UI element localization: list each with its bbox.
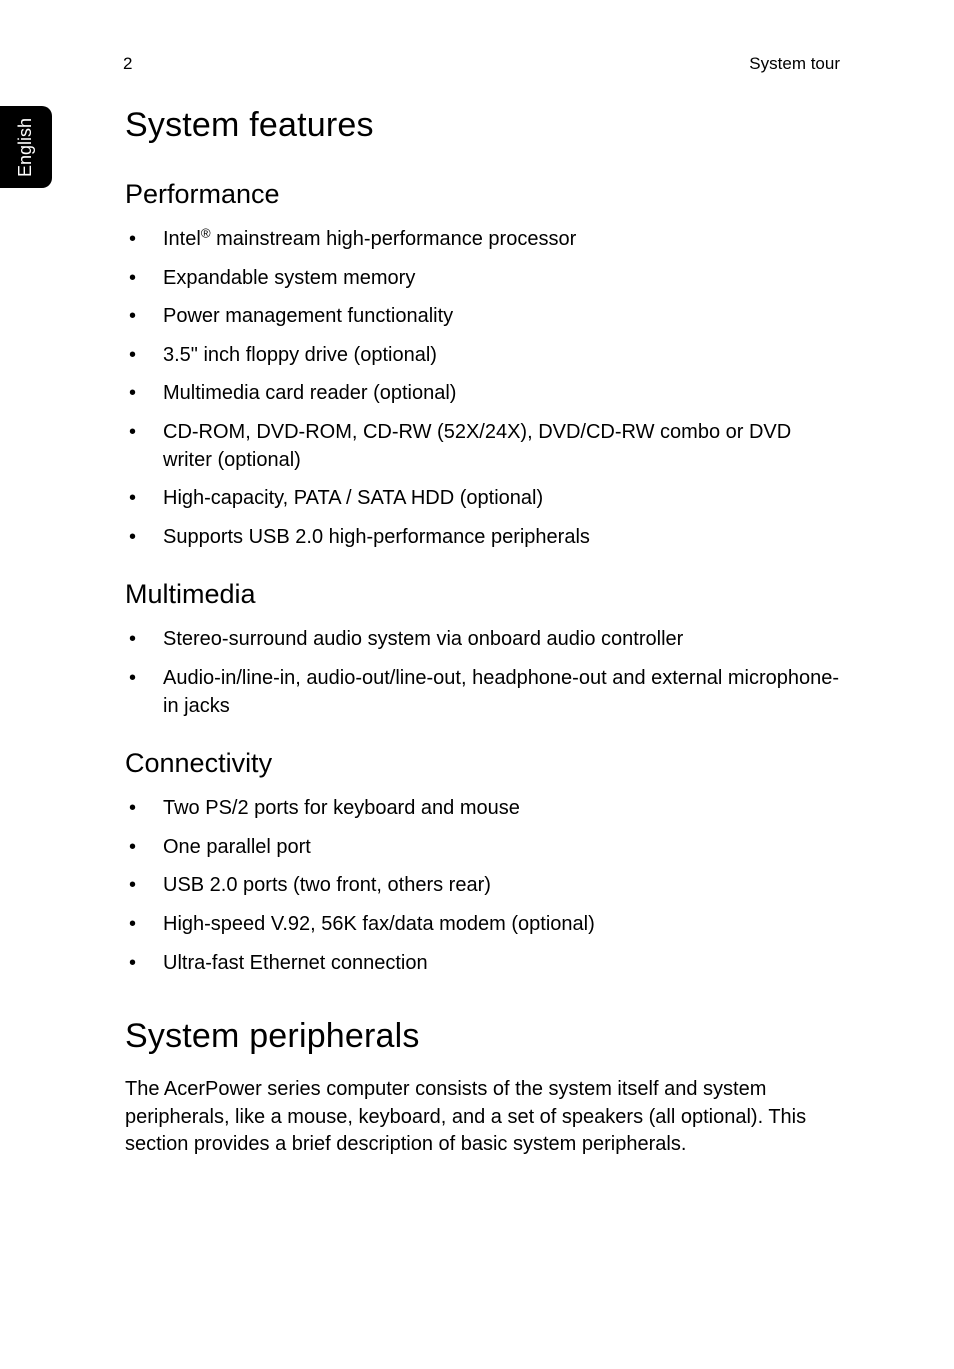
list-item: Power management functionality	[125, 303, 845, 331]
connectivity-list: Two PS/2 ports for keyboard and mouse On…	[125, 795, 845, 977]
list-item: Expandable system memory	[125, 265, 845, 293]
list-item: Stereo-surround audio system via onboard…	[125, 626, 845, 654]
list-item: High-capacity, PATA / SATA HDD (optional…	[125, 485, 845, 513]
subheading-performance: Performance	[125, 179, 845, 210]
list-item: Audio-in/line-in, audio-out/line-out, he…	[125, 665, 845, 720]
subheading-multimedia: Multimedia	[125, 579, 845, 610]
list-item: CD-ROM, DVD-ROM, CD-RW (52X/24X), DVD/CD…	[125, 419, 845, 474]
content-area: System features Performance Intel® mains…	[125, 106, 845, 1159]
list-item: Ultra-fast Ethernet connection	[125, 950, 845, 978]
language-tab-label: English	[16, 117, 37, 176]
heading-system-peripherals: System peripherals	[125, 1017, 845, 1056]
performance-list: Intel® mainstream high-performance proce…	[125, 226, 845, 551]
header-section: System tour	[749, 54, 840, 74]
multimedia-list: Stereo-surround audio system via onboard…	[125, 626, 845, 720]
list-item: Supports USB 2.0 high-performance periph…	[125, 524, 845, 552]
list-item: 3.5" inch floppy drive (optional)	[125, 342, 845, 370]
language-tab: English	[0, 106, 52, 188]
list-item: Two PS/2 ports for keyboard and mouse	[125, 795, 845, 823]
subheading-connectivity: Connectivity	[125, 748, 845, 779]
heading-system-features: System features	[125, 106, 845, 145]
page-number: 2	[123, 54, 132, 74]
list-item: USB 2.0 ports (two front, others rear)	[125, 872, 845, 900]
peripherals-paragraph: The AcerPower series computer consists o…	[125, 1076, 845, 1159]
list-item: High-speed V.92, 56K fax/data modem (opt…	[125, 911, 845, 939]
list-item: Multimedia card reader (optional)	[125, 380, 845, 408]
list-item: Intel® mainstream high-performance proce…	[125, 226, 845, 254]
list-item: One parallel port	[125, 834, 845, 862]
